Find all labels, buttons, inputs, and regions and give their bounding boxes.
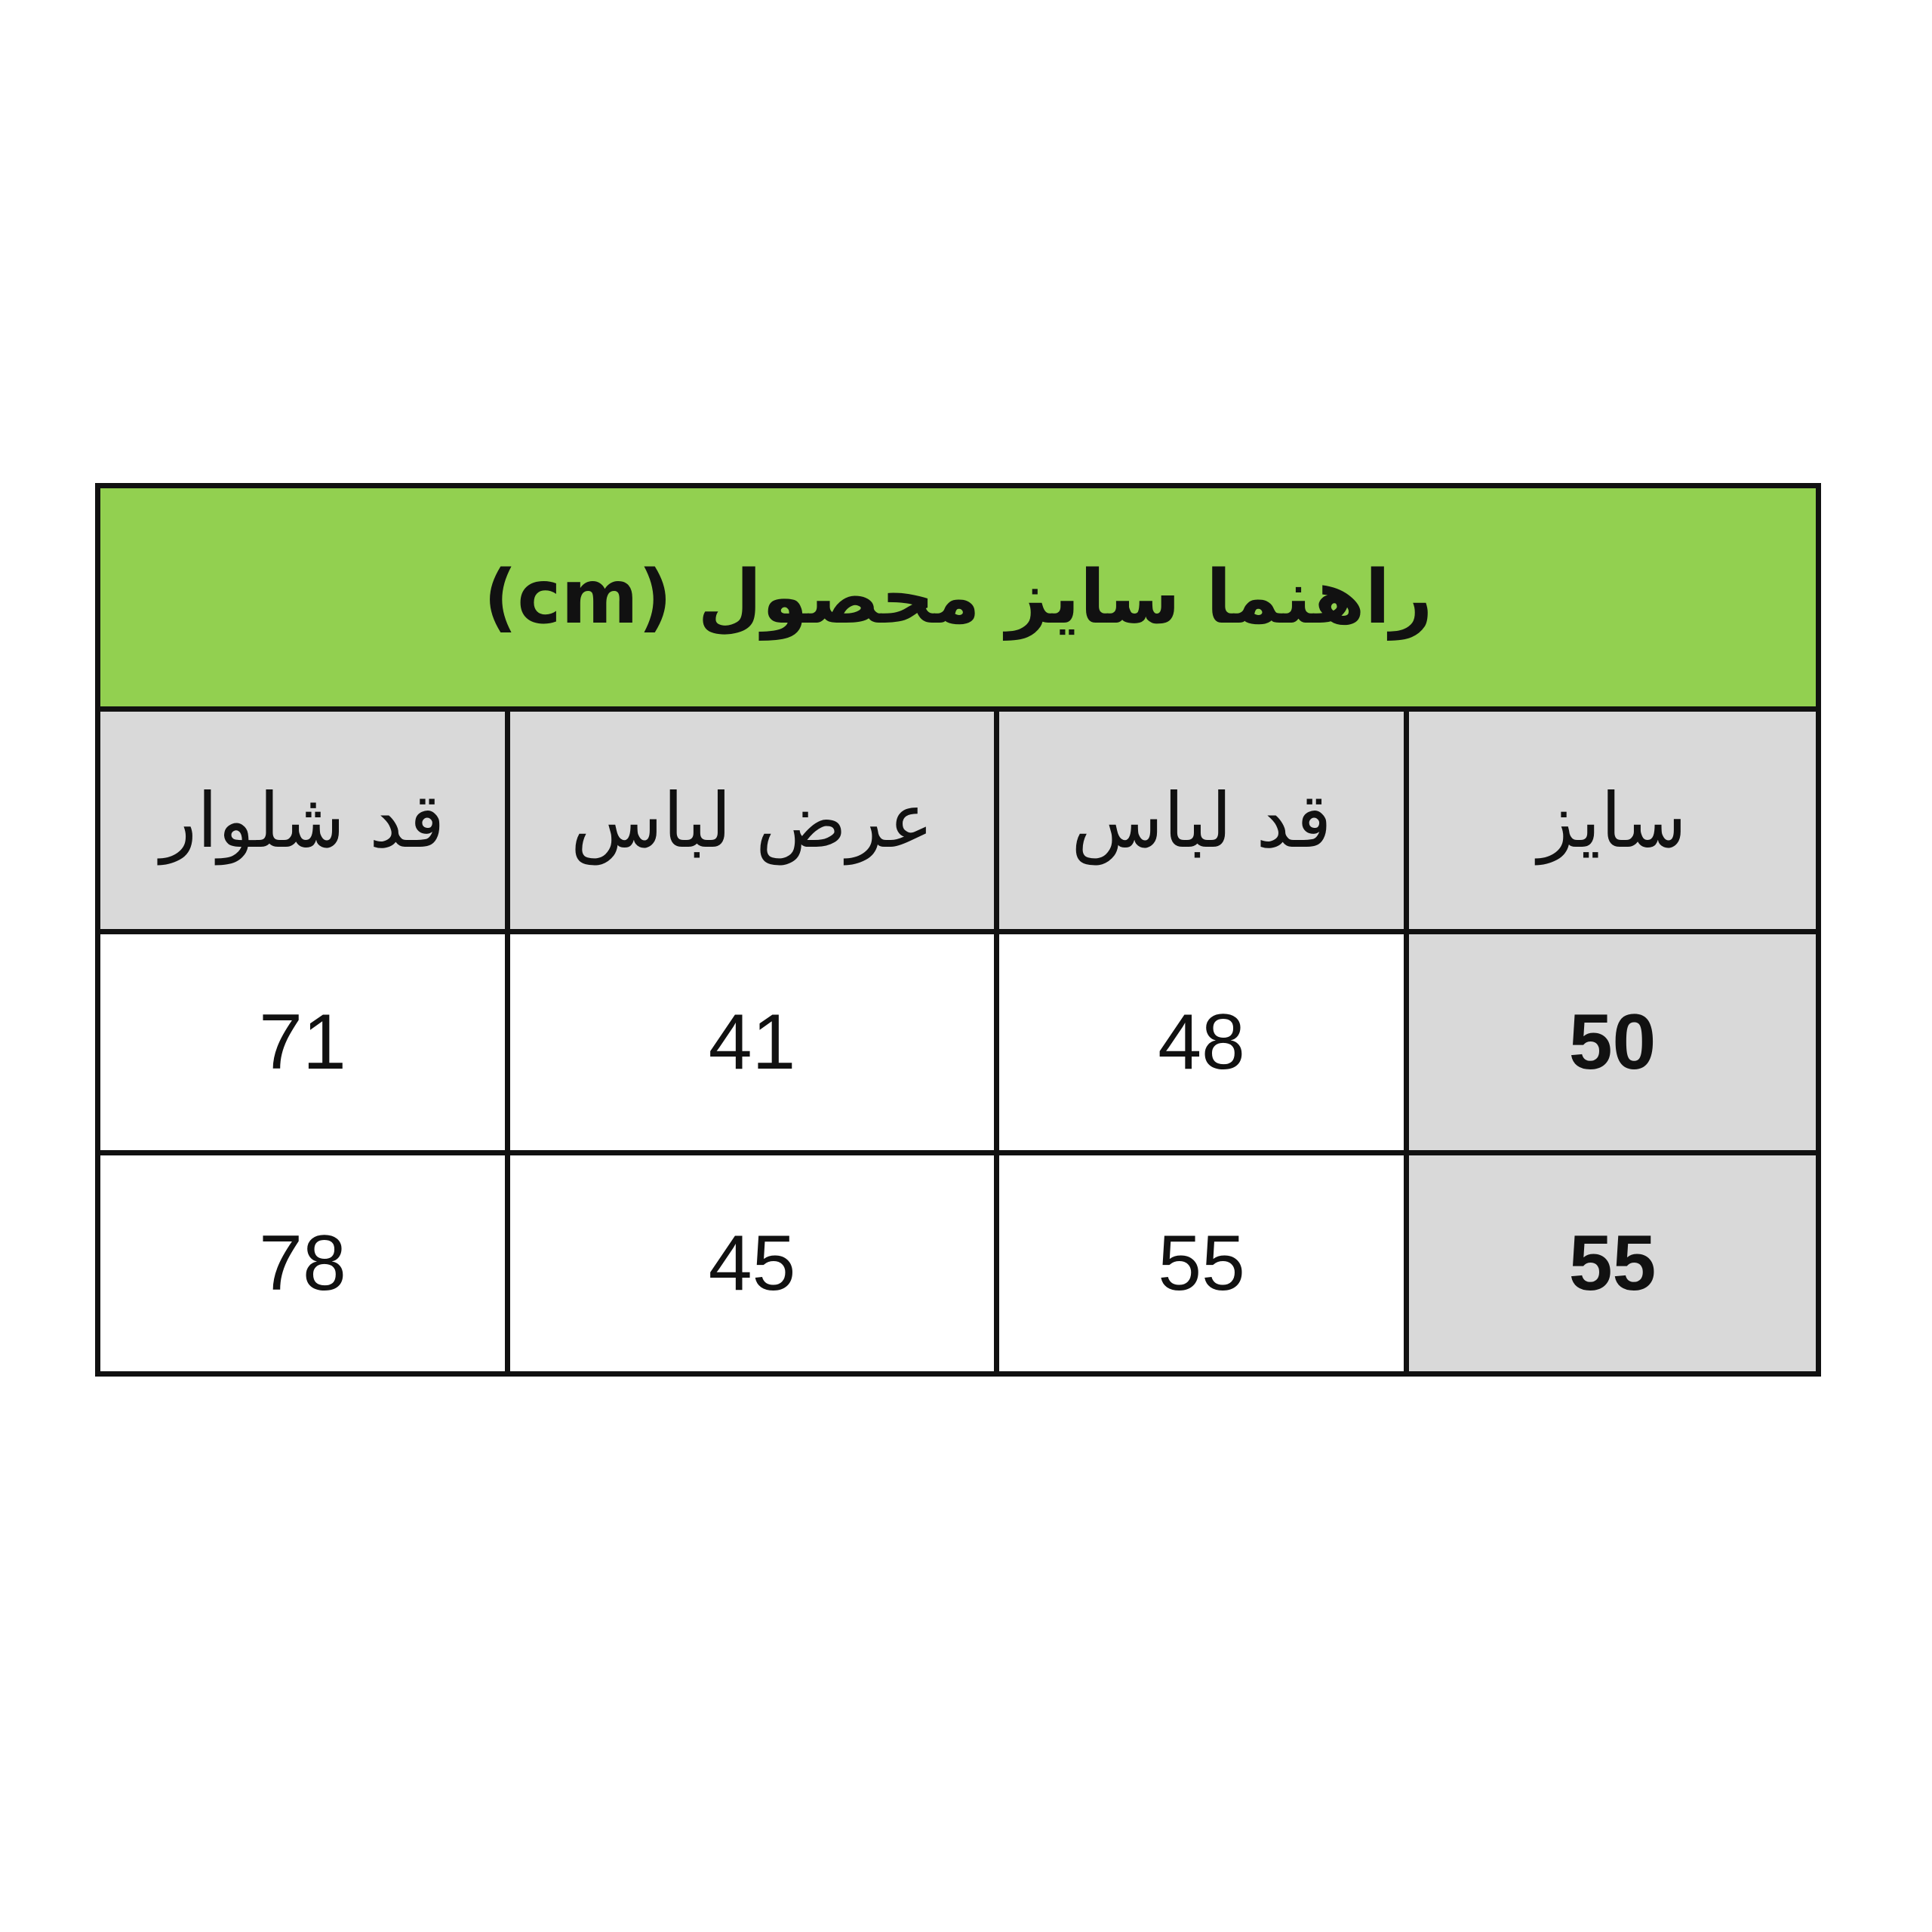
table-title: راهنما سایز محصول (cm) — [94, 483, 1822, 712]
size-guide-table: راهنما سایز محصول (cm) سایز قد لباس عرض … — [94, 483, 1822, 1377]
cell-garment-length: 48 — [994, 929, 1410, 1155]
header-garment-length: قد لباس — [994, 706, 1410, 934]
cell-garment-width: 41 — [505, 929, 1000, 1155]
table-row: 55 55 45 78 — [94, 1150, 1822, 1377]
cell-size: 55 — [1404, 1150, 1822, 1377]
header-garment-width: عرض لباس — [505, 706, 1000, 934]
cell-pants-length: 78 — [94, 1150, 511, 1377]
header-row: سایز قد لباس عرض لباس قد شلوار — [94, 706, 1822, 934]
cell-garment-width: 45 — [505, 1150, 1000, 1377]
header-size: سایز — [1404, 706, 1822, 934]
table-row: 50 48 41 71 — [94, 929, 1822, 1155]
header-pants-length: قد شلوار — [94, 706, 511, 934]
cell-size: 50 — [1404, 929, 1822, 1155]
cell-pants-length: 71 — [94, 929, 511, 1155]
cell-garment-length: 55 — [994, 1150, 1410, 1377]
